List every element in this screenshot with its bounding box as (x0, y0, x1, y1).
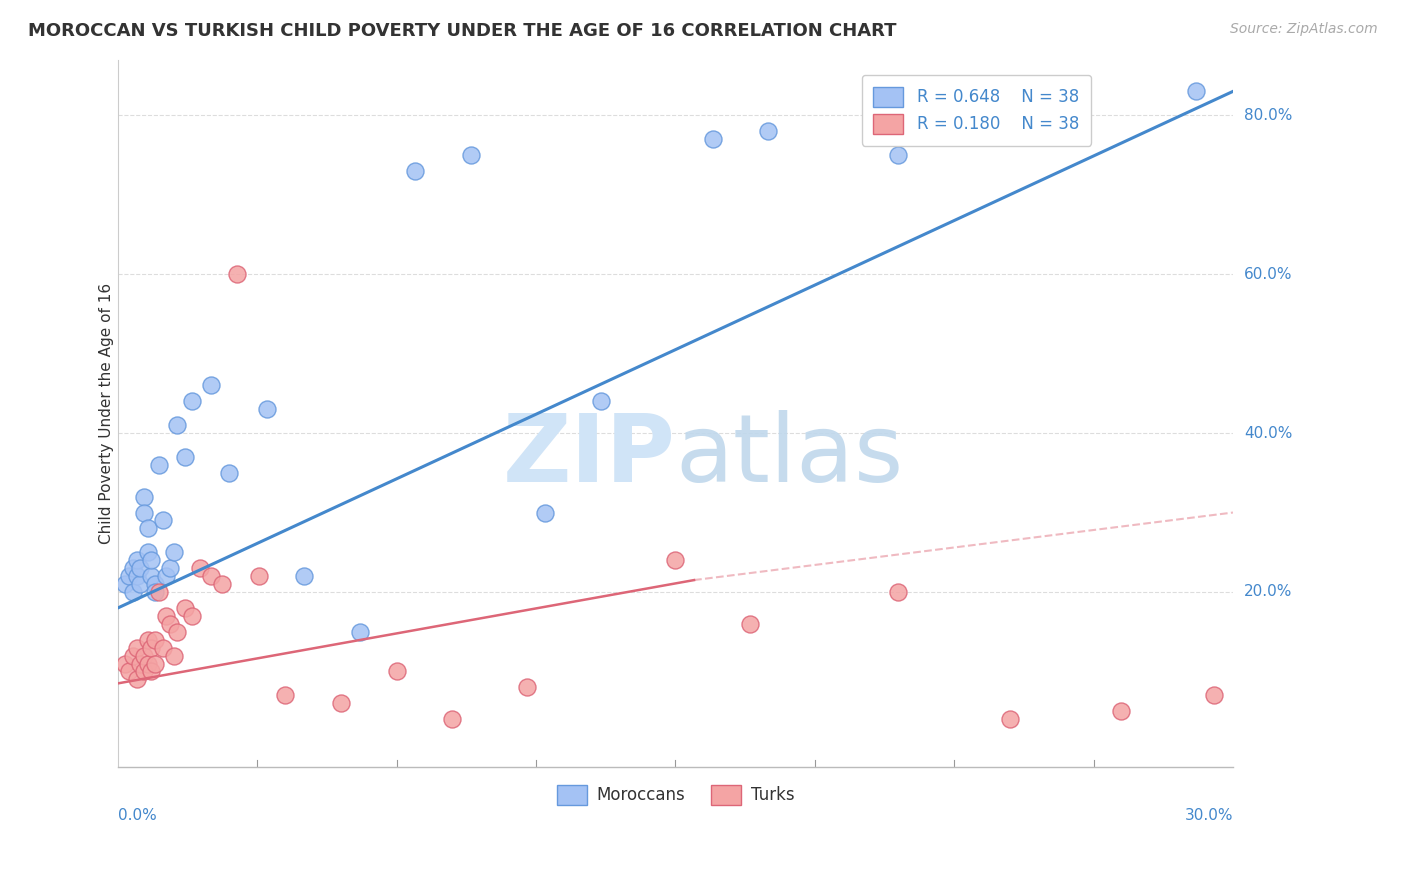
Point (998, 712, 1021, 726)
Point (141, 665, 163, 679)
Point (292, 569, 315, 583)
Point (136, 521, 159, 535)
Point (136, 632, 159, 647)
Point (664, 553, 686, 567)
Point (200, 378, 222, 392)
Point (132, 506, 155, 520)
Text: 20.0%: 20.0% (1244, 584, 1292, 599)
Point (349, 624, 371, 639)
Point (385, 665, 408, 679)
Point (129, 561, 152, 575)
Point (441, 712, 464, 726)
Point (152, 513, 174, 527)
Point (132, 665, 155, 679)
Point (143, 577, 166, 591)
Point (148, 458, 170, 472)
Point (141, 640, 163, 655)
Point (247, 569, 270, 583)
Point (887, 585, 910, 599)
Point (218, 466, 240, 480)
Point (188, 561, 211, 575)
Point (274, 688, 297, 702)
Point (166, 418, 188, 433)
Point (330, 696, 353, 710)
Point (121, 648, 143, 663)
Point (163, 545, 186, 559)
Point (225, 267, 247, 281)
Point (758, 124, 780, 138)
Text: 80.0%: 80.0% (1244, 108, 1292, 123)
Point (181, 394, 204, 409)
Point (534, 506, 557, 520)
Point (159, 616, 181, 631)
Point (132, 648, 155, 663)
Point (460, 148, 482, 162)
Point (887, 148, 910, 162)
Point (155, 569, 177, 583)
Point (591, 394, 613, 409)
Point (200, 569, 222, 583)
Point (148, 585, 170, 599)
Point (121, 561, 143, 575)
Text: 40.0%: 40.0% (1244, 425, 1292, 441)
Point (125, 553, 148, 567)
Text: 0.0%: 0.0% (118, 808, 156, 823)
Point (143, 585, 166, 599)
Point (738, 616, 761, 631)
Legend: Moroccans, Turks: Moroccans, Turks (550, 778, 801, 812)
Text: atlas: atlas (675, 409, 904, 501)
Point (136, 657, 159, 671)
Point (118, 569, 141, 583)
Point (121, 585, 143, 599)
Point (1111, 704, 1133, 718)
Point (132, 490, 155, 504)
Point (143, 632, 166, 647)
Point (125, 640, 148, 655)
Point (211, 577, 233, 591)
Point (1036, 124, 1059, 138)
Text: 30.0%: 30.0% (1184, 808, 1233, 823)
Point (702, 132, 724, 146)
Point (136, 545, 159, 559)
Point (141, 569, 163, 583)
Text: ZIP: ZIP (502, 409, 675, 501)
Point (143, 657, 166, 671)
Point (256, 402, 278, 417)
Point (166, 624, 188, 639)
Point (141, 553, 163, 567)
Point (114, 657, 136, 671)
Y-axis label: Child Poverty Under the Age of 16: Child Poverty Under the Age of 16 (100, 283, 114, 544)
Point (125, 569, 148, 583)
Point (129, 577, 152, 591)
Point (129, 657, 152, 671)
Point (173, 450, 195, 464)
Text: 60.0%: 60.0% (1244, 267, 1292, 282)
Point (404, 164, 426, 178)
Point (181, 608, 204, 623)
Point (1184, 84, 1206, 98)
Point (125, 673, 148, 687)
Point (163, 648, 186, 663)
Point (118, 665, 141, 679)
Point (516, 681, 538, 695)
Point (159, 561, 181, 575)
Text: Source: ZipAtlas.com: Source: ZipAtlas.com (1230, 22, 1378, 37)
Text: MOROCCAN VS TURKISH CHILD POVERTY UNDER THE AGE OF 16 CORRELATION CHART: MOROCCAN VS TURKISH CHILD POVERTY UNDER … (28, 22, 897, 40)
Point (152, 640, 174, 655)
Point (114, 577, 136, 591)
Point (155, 608, 177, 623)
Point (173, 600, 195, 615)
Point (1204, 688, 1226, 702)
